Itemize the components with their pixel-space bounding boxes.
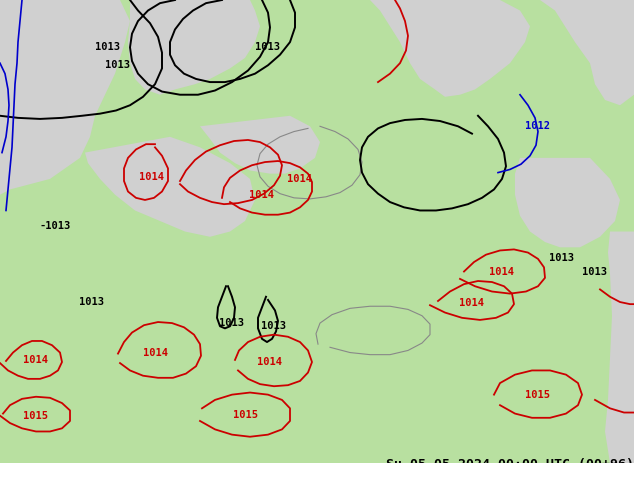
Text: Su 05-05-2024 00:00 UTC (00+96): Su 05-05-2024 00:00 UTC (00+96) bbox=[386, 458, 634, 471]
Text: 1013: 1013 bbox=[79, 297, 105, 307]
Polygon shape bbox=[370, 0, 530, 97]
Text: 1013: 1013 bbox=[96, 42, 120, 52]
Polygon shape bbox=[515, 158, 620, 247]
Text: 1015: 1015 bbox=[233, 410, 257, 419]
Polygon shape bbox=[540, 0, 634, 84]
Polygon shape bbox=[128, 0, 260, 95]
Polygon shape bbox=[580, 0, 634, 105]
Polygon shape bbox=[85, 137, 255, 237]
Text: 1014: 1014 bbox=[460, 298, 484, 308]
Text: © weatheronline.co.uk: © weatheronline.co.uk bbox=[484, 468, 634, 481]
Text: 1014: 1014 bbox=[489, 267, 515, 276]
Text: -1013: -1013 bbox=[39, 221, 70, 231]
Polygon shape bbox=[0, 0, 130, 195]
Text: 1013: 1013 bbox=[105, 60, 129, 70]
Text: 1014: 1014 bbox=[143, 347, 167, 358]
Text: 1014: 1014 bbox=[250, 190, 275, 200]
Text: 1015: 1015 bbox=[23, 411, 48, 421]
Text: 1012: 1012 bbox=[524, 122, 550, 131]
Text: Surface pressure [hPa] UK-Global: Surface pressure [hPa] UK-Global bbox=[0, 477, 256, 490]
Text: 1014: 1014 bbox=[22, 355, 48, 365]
Text: 1013: 1013 bbox=[219, 318, 245, 328]
Text: 1015: 1015 bbox=[526, 390, 550, 400]
Text: 1013: 1013 bbox=[582, 267, 607, 276]
Text: 1013: 1013 bbox=[550, 253, 574, 263]
Text: 1014: 1014 bbox=[287, 174, 313, 184]
Text: 1013: 1013 bbox=[256, 42, 280, 52]
Text: 1013: 1013 bbox=[261, 321, 285, 331]
Text: 1014: 1014 bbox=[257, 357, 283, 367]
Text: 1014: 1014 bbox=[139, 172, 164, 182]
Polygon shape bbox=[200, 116, 320, 173]
Polygon shape bbox=[605, 232, 634, 463]
